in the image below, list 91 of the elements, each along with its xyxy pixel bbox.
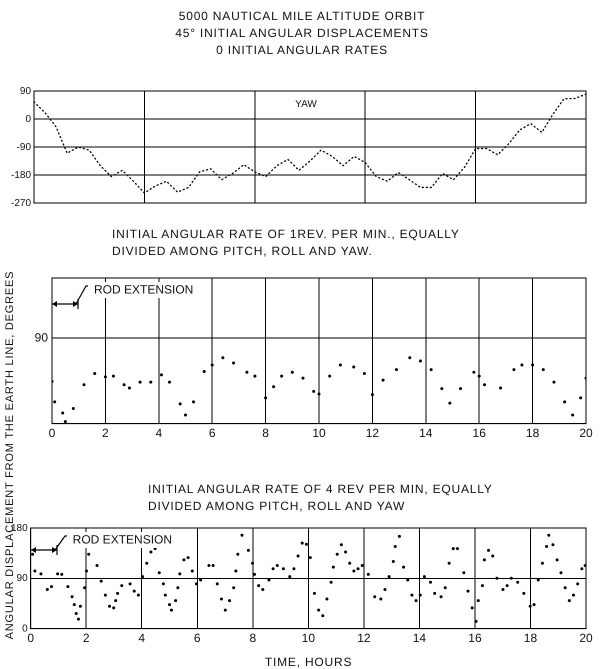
point — [430, 368, 433, 372]
point — [290, 370, 294, 374]
chart-subtitle: 45° INITIAL ANGULAR DISPLACEMENTS 0 INITIAL ANGULAR RATES — [175, 26, 429, 57]
point — [448, 402, 452, 405]
point — [352, 365, 356, 368]
x-axis-title: TIME, HOURS — [264, 655, 352, 669]
annotation: YAW — [295, 98, 318, 110]
y-tick-label: -270 — [11, 198, 32, 209]
point — [178, 402, 182, 406]
y-tick-label: -90 — [16, 142, 32, 153]
point — [138, 380, 142, 384]
x-tick-label: 4 — [138, 631, 146, 646]
point — [472, 370, 476, 374]
point — [563, 400, 566, 404]
point — [210, 363, 214, 366]
x-tick-label: 14 — [419, 426, 433, 440]
point — [160, 373, 163, 376]
text: ROD EXTENSION — [94, 282, 194, 296]
point — [483, 383, 486, 386]
y-tick-label: -180 — [11, 170, 32, 181]
point — [221, 356, 224, 360]
x-tick-label: 6 — [208, 426, 216, 440]
x-tick-label: 16 — [472, 426, 486, 440]
y-tick-label: 90 — [20, 86, 32, 97]
y-tick-label: 0 — [25, 114, 32, 125]
point — [312, 390, 316, 393]
point — [82, 383, 86, 386]
x-tick-label: 10 — [312, 426, 326, 440]
x-tick-label: 20 — [579, 631, 593, 646]
x-tick-label: 16 — [468, 631, 482, 646]
point — [264, 396, 268, 400]
point — [499, 386, 502, 390]
y-tick-label: 90 — [16, 573, 28, 584]
point — [338, 363, 342, 366]
point — [104, 375, 107, 378]
point — [552, 380, 556, 384]
point — [61, 412, 64, 415]
point — [512, 368, 516, 372]
point — [418, 360, 422, 363]
point — [53, 400, 56, 404]
point — [301, 376, 304, 380]
x-tick-label: 0 — [48, 426, 56, 440]
annotation: ROD EXTENSION — [72, 532, 172, 546]
point — [362, 372, 366, 376]
point — [72, 406, 75, 410]
point — [168, 380, 171, 384]
point — [122, 383, 126, 386]
point — [520, 363, 524, 366]
x-tick-label: 12 — [357, 631, 371, 646]
x-tick-label: 18 — [524, 631, 538, 646]
point — [112, 374, 115, 378]
point — [93, 372, 96, 376]
chart-title: INITIAL ANGULAR RATE OF 1REV. PER MIN., EQUALLY DIVIDED AMONG PITCH, ROLL AND YAW. — [112, 226, 460, 260]
x-tick-label: 2 — [102, 426, 110, 440]
x-tick-label: 8 — [262, 426, 270, 440]
point — [542, 368, 545, 372]
x-tick-label: 18 — [526, 426, 540, 440]
x-tick-label: 20 — [579, 426, 593, 440]
point — [328, 374, 332, 378]
point — [531, 363, 534, 366]
point — [64, 420, 67, 424]
point — [382, 378, 385, 382]
point — [272, 385, 276, 388]
point — [253, 374, 256, 378]
point — [394, 368, 398, 372]
chart-title: 5000 NAUTICAL MILE ALTITUDE ORBIT — [178, 9, 426, 23]
point — [232, 361, 236, 364]
y-tick-label: 0 — [22, 623, 28, 634]
x-tick-label: 4 — [155, 426, 162, 440]
point — [478, 374, 481, 378]
point — [245, 370, 248, 374]
point — [184, 414, 187, 417]
point — [459, 387, 462, 390]
point — [571, 414, 574, 417]
point — [128, 386, 131, 390]
point — [408, 356, 412, 360]
x-tick-label: 14 — [412, 631, 426, 646]
x-tick-label: 2 — [82, 631, 90, 646]
x-tick-label: 6 — [194, 631, 201, 646]
point — [440, 387, 444, 390]
point — [370, 393, 374, 396]
x-tick-label: 12 — [366, 426, 380, 440]
x-tick-label: 8 — [249, 631, 256, 646]
point — [579, 396, 582, 400]
point — [149, 380, 152, 384]
x-tick-label: 10 — [302, 631, 316, 646]
chart-title: INITIAL ANGULAR RATE OF 4 REV PER MIN, EQUALLY DIVIDED AMONG PITCH, ROLL AND YAW — [148, 481, 493, 515]
point — [192, 400, 196, 404]
point — [202, 370, 206, 374]
point — [280, 374, 284, 378]
text: 90 — [34, 330, 48, 344]
